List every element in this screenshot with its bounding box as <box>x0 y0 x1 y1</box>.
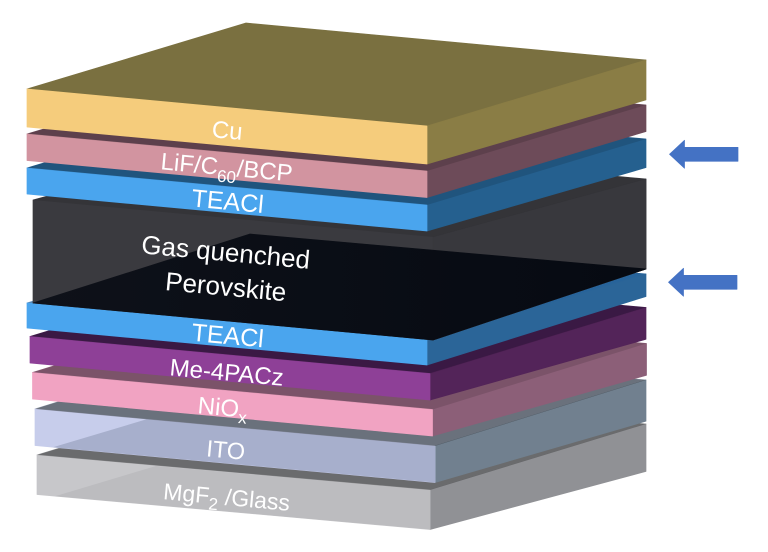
svg-text:Cu: Cu <box>211 116 244 146</box>
svg-text:TEACl: TEACl <box>190 319 265 354</box>
svg-text:TEACl: TEACl <box>190 184 265 219</box>
svg-text:ITO: ITO <box>205 435 246 464</box>
